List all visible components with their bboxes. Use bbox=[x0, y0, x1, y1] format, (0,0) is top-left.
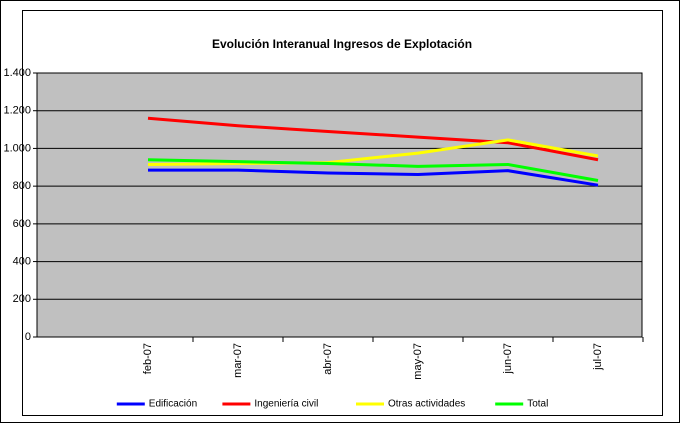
y-tick-label: 800 bbox=[13, 180, 31, 192]
y-tick-label: 1.400 bbox=[3, 67, 31, 79]
series-line bbox=[148, 168, 599, 187]
legend-label: Otras actividades bbox=[388, 399, 465, 410]
y-tick-label: 0 bbox=[25, 331, 31, 343]
y-tick-label: 600 bbox=[13, 218, 31, 230]
x-tick-label: jul-07 bbox=[592, 343, 604, 371]
legend-label: Total bbox=[527, 399, 548, 410]
y-tick-label: 200 bbox=[13, 293, 31, 305]
series-line bbox=[147, 158, 599, 182]
x-tick-label: mar-07 bbox=[232, 343, 244, 378]
y-tick-label: 400 bbox=[13, 255, 31, 267]
x-tick-label: abr-07 bbox=[322, 343, 334, 375]
legend-label: Ingeniería civil bbox=[254, 399, 318, 410]
plot-area bbox=[36, 72, 643, 338]
legend-label: Edificación bbox=[149, 399, 197, 410]
x-tick-label: may-07 bbox=[412, 343, 424, 380]
y-tick-label: 1.200 bbox=[3, 105, 31, 117]
x-tick-label: jun-07 bbox=[502, 343, 514, 375]
series-line bbox=[147, 116, 599, 162]
y-tick-label: 1.000 bbox=[3, 142, 31, 154]
x-tick-label: feb-07 bbox=[142, 343, 154, 374]
series-line bbox=[147, 138, 599, 166]
chart-title: Evolución Interanual Ingresos de Explota… bbox=[212, 37, 472, 51]
